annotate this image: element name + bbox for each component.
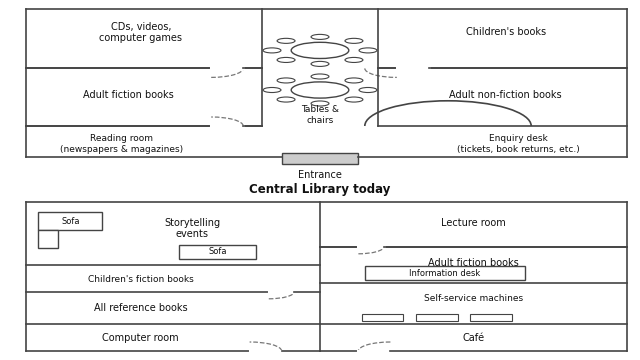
- Bar: [282, 153, 358, 164]
- Text: Children's fiction books: Children's fiction books: [88, 274, 194, 284]
- Text: Information desk: Information desk: [409, 269, 481, 278]
- Text: Café: Café: [463, 333, 484, 343]
- Text: Entrance: Entrance: [298, 170, 342, 180]
- Text: Self-service machines: Self-service machines: [424, 294, 523, 303]
- Text: CDs, videos,
computer games: CDs, videos, computer games: [99, 22, 182, 43]
- Text: Adult non-fiction books: Adult non-fiction books: [449, 90, 562, 100]
- Text: Central Library today: Central Library today: [250, 183, 390, 195]
- Bar: [470, 314, 512, 321]
- Bar: [38, 212, 102, 230]
- Text: Lecture room: Lecture room: [441, 218, 506, 228]
- Text: Adult fiction books: Adult fiction books: [428, 258, 519, 268]
- Text: Adult fiction books: Adult fiction books: [83, 90, 173, 100]
- Bar: [179, 245, 256, 259]
- Text: Computer room: Computer room: [102, 333, 179, 343]
- Text: Storytelling
events: Storytelling events: [164, 218, 220, 239]
- Bar: [416, 314, 458, 321]
- Text: Enquiry desk
(tickets, book returns, etc.): Enquiry desk (tickets, book returns, etc…: [457, 134, 580, 154]
- Text: Children's books: Children's books: [465, 27, 546, 37]
- Text: Tables &
chairs: Tables & chairs: [301, 105, 339, 125]
- Text: Sofa: Sofa: [209, 248, 227, 256]
- Text: Reading room
(newspapers & magazines): Reading room (newspapers & magazines): [60, 134, 183, 154]
- Bar: [38, 230, 58, 248]
- Bar: [365, 266, 525, 280]
- Bar: [362, 314, 403, 321]
- Text: Sofa: Sofa: [61, 217, 79, 226]
- Text: All reference books: All reference books: [94, 303, 188, 313]
